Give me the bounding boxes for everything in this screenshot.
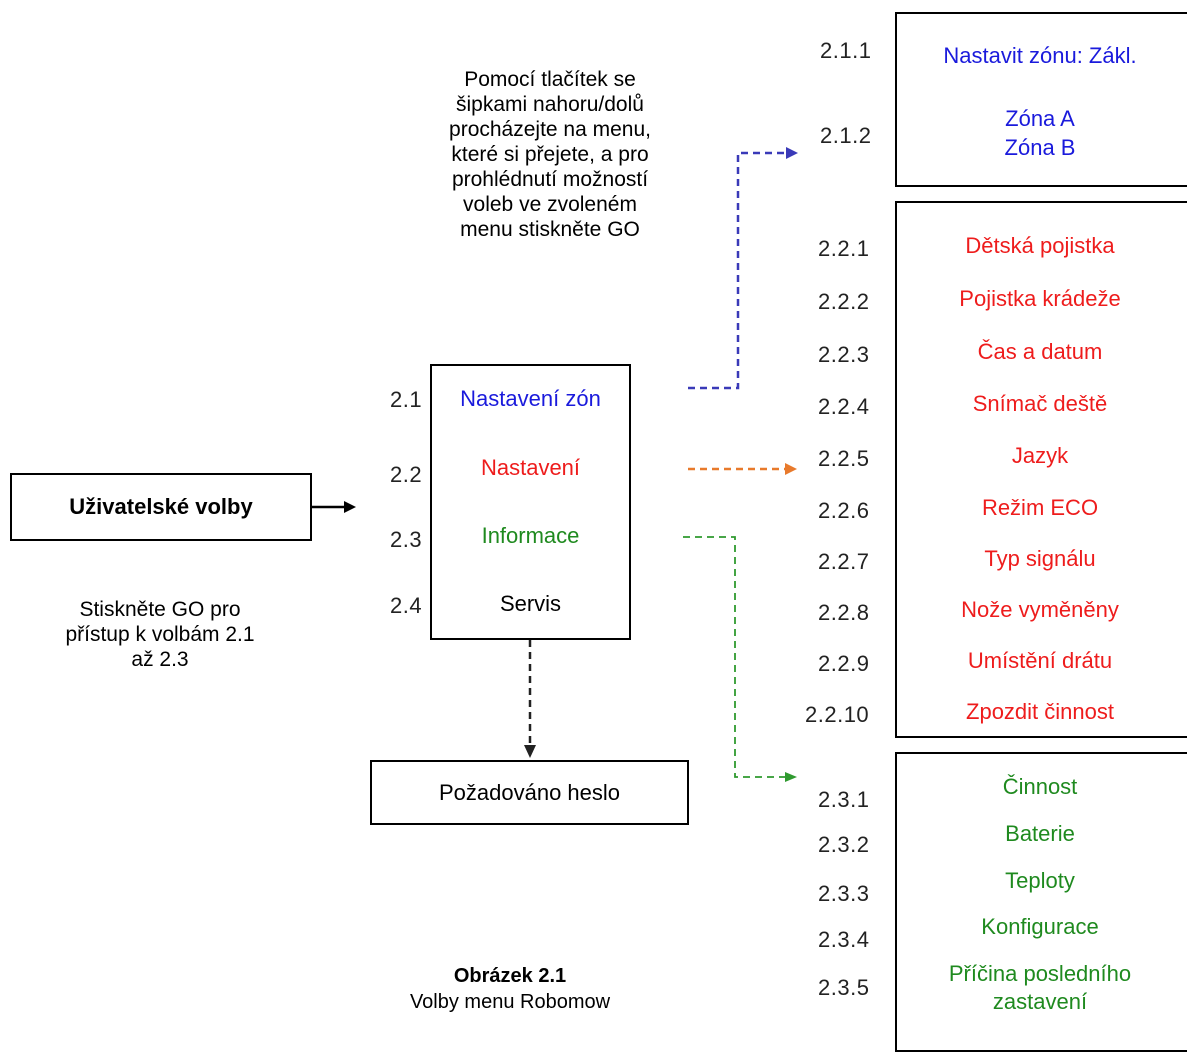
settings-number: 2.2.1 (818, 236, 870, 261)
zones-number: 2.1.1 (820, 38, 872, 63)
info-item: Příčina posledního (948, 961, 1132, 986)
zones-item-zone-a: Zóna A (1005, 106, 1075, 131)
settings-arrowhead (785, 463, 797, 475)
settings-number: 2.2.8 (818, 600, 870, 625)
password-arrowhead (524, 745, 536, 758)
user-options-box: Uživatelské volby (10, 473, 312, 541)
instructions-top: Pomocí tlačítek se šipkami nahoru/dolů p… (400, 67, 700, 242)
info-item: Teploty (1005, 868, 1075, 893)
menu-item-information: Informace (481, 523, 580, 548)
settings-item: Typ signálu (984, 546, 1096, 571)
instruction-line: které si přejete, a pro (451, 143, 649, 166)
settings-number: 2.2.10 (805, 702, 870, 727)
instruction-line: až 2.3 (131, 648, 189, 671)
instructions-left: Stiskněte GO pro přístup k volbám 2.1 až… (25, 597, 295, 672)
settings-item: Zpozdit činnost (966, 699, 1114, 724)
settings-number: 2.2.7 (818, 549, 870, 574)
info-item: Konfigurace (981, 914, 1099, 939)
instruction-line: procházejte na menu, (449, 118, 651, 141)
settings-number: 2.2.5 (818, 446, 870, 471)
main-menu-number: 2.3 (390, 527, 423, 552)
settings-item: Umístění drátu (967, 648, 1113, 673)
zones-item-zone-b: Zóna B (1004, 135, 1076, 160)
instruction-line: Pomocí tlačítek se (464, 68, 636, 91)
menu-item-service: Servis (499, 591, 562, 616)
settings-item: Čas a datum (977, 339, 1103, 364)
info-item: Činnost (1002, 774, 1078, 799)
settings-item: Jazyk (1011, 443, 1069, 468)
zones-connector (688, 151, 788, 390)
settings-item: Dětská pojistka (965, 233, 1115, 258)
instruction-line: šipkami nahoru/dolů (456, 93, 644, 116)
info-number: 2.3.3 (818, 881, 870, 906)
info-menu-box (895, 752, 1187, 1052)
settings-item: Nože vyměněny (961, 597, 1119, 622)
settings-item: Režim ECO (981, 495, 1099, 520)
instruction-line: voleb ve zvoleném (463, 193, 637, 216)
caption-title: Obrázek 2.1 (453, 965, 567, 987)
settings-item: Snímač deště (972, 391, 1108, 416)
main-menu-number: 2.4 (390, 593, 423, 618)
zones-arrowhead (786, 147, 798, 159)
zones-item-basic: Nastavit zónu: Zákl. (943, 43, 1137, 68)
password-box: Požadováno heslo (370, 760, 689, 825)
user-options-label: Uživatelské volby (69, 494, 253, 519)
menu-item-zone-settings: Nastavení zón (460, 386, 601, 411)
instruction-line: prohlédnutí možností (451, 168, 649, 191)
settings-number: 2.2.2 (818, 289, 870, 314)
main-menu-box (430, 364, 631, 640)
instruction-line: menu stiskněte GO (460, 218, 640, 241)
settings-number: 2.2.6 (818, 498, 870, 523)
instruction-line: přístup k volbám 2.1 (65, 623, 255, 646)
info-number: 2.3.5 (818, 975, 870, 1000)
settings-menu-box (895, 201, 1187, 738)
zones-menu-box (895, 12, 1187, 187)
info-number: 2.3.4 (818, 927, 870, 952)
info-item: Baterie (1005, 821, 1075, 846)
info-item-line2: zastavení (992, 989, 1088, 1014)
zones-number: 2.1.2 (820, 123, 872, 148)
main-menu-number: 2.1 (390, 387, 423, 412)
info-number: 2.3.2 (818, 832, 870, 857)
user-options-arrowhead (344, 501, 356, 513)
settings-number: 2.2.4 (818, 394, 870, 419)
info-number: 2.3.1 (818, 787, 870, 812)
menu-item-settings: Nastavení (480, 455, 581, 480)
info-arrowhead (785, 772, 797, 782)
settings-number: 2.2.3 (818, 342, 870, 367)
info-connector (683, 536, 785, 778)
figure-caption: Obrázek 2.1 Volby menu Robomow (360, 963, 660, 1035)
settings-number: 2.2.9 (818, 651, 870, 676)
settings-item: Pojistka krádeže (959, 286, 1121, 311)
instruction-line: Stiskněte GO pro (79, 598, 241, 621)
password-label: Požadováno heslo (438, 779, 621, 805)
caption-subtitle: Volby menu Robomow (409, 991, 611, 1013)
main-menu-number: 2.2 (390, 462, 423, 487)
